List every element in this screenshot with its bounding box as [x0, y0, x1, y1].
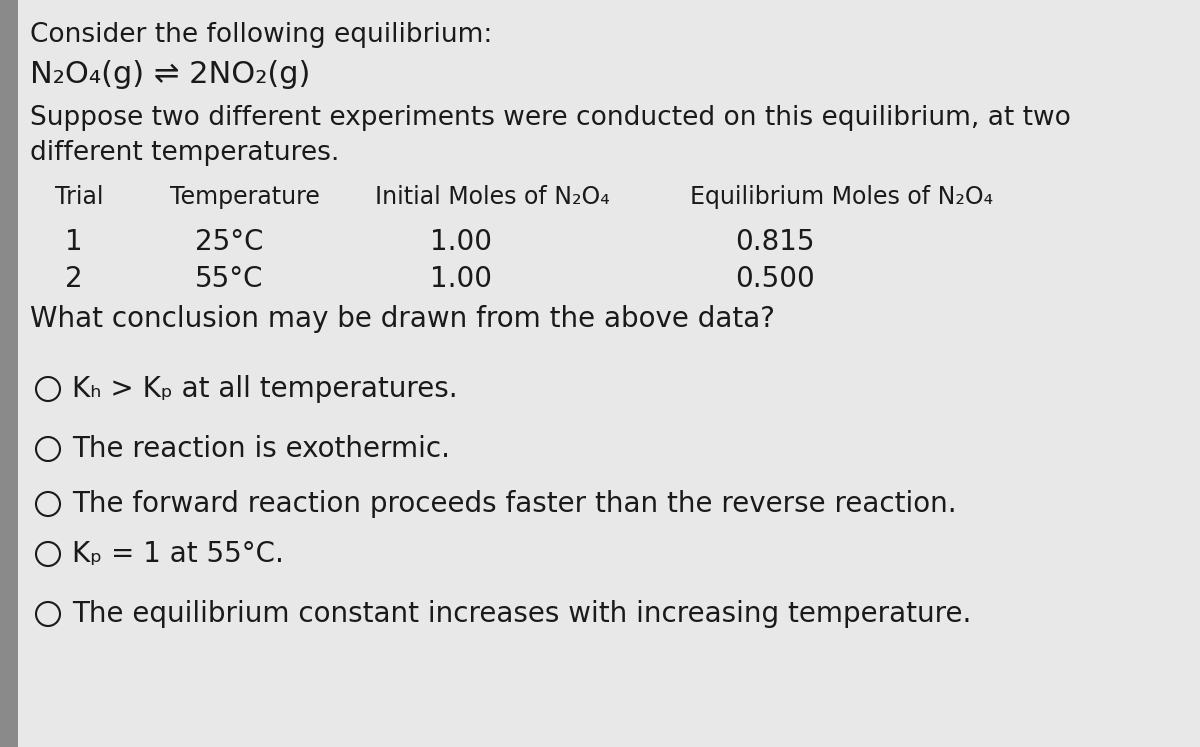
Text: 2: 2 — [65, 265, 83, 293]
Text: 1.00: 1.00 — [430, 228, 492, 256]
Text: 25°C: 25°C — [194, 228, 264, 256]
Text: Suppose two different experiments were conducted on this equilibrium, at two: Suppose two different experiments were c… — [30, 105, 1070, 131]
Text: N₂O₄(g) ⇌ 2NO₂(g): N₂O₄(g) ⇌ 2NO₂(g) — [30, 60, 311, 89]
Text: Trial: Trial — [55, 185, 103, 209]
Text: 1: 1 — [65, 228, 83, 256]
Text: The equilibrium constant increases with increasing temperature.: The equilibrium constant increases with … — [72, 600, 971, 628]
Text: The reaction is exothermic.: The reaction is exothermic. — [72, 435, 450, 463]
Text: different temperatures.: different temperatures. — [30, 140, 340, 166]
Text: The forward reaction proceeds faster than the reverse reaction.: The forward reaction proceeds faster tha… — [72, 490, 956, 518]
Text: Kₚ = 1 at 55°C.: Kₚ = 1 at 55°C. — [72, 540, 284, 568]
Text: Consider the following equilibrium:: Consider the following equilibrium: — [30, 22, 492, 48]
Text: 55°C: 55°C — [194, 265, 264, 293]
Text: Kₕ > Kₚ at all temperatures.: Kₕ > Kₚ at all temperatures. — [72, 375, 457, 403]
Text: What conclusion may be drawn from the above data?: What conclusion may be drawn from the ab… — [30, 305, 775, 333]
Text: 0.500: 0.500 — [734, 265, 815, 293]
Text: 1.00: 1.00 — [430, 265, 492, 293]
Text: Initial Moles of N₂O₄: Initial Moles of N₂O₄ — [374, 185, 610, 209]
Text: 0.815: 0.815 — [734, 228, 815, 256]
Text: Temperature: Temperature — [170, 185, 320, 209]
FancyBboxPatch shape — [0, 0, 18, 747]
Text: Equilibrium Moles of N₂O₄: Equilibrium Moles of N₂O₄ — [690, 185, 994, 209]
